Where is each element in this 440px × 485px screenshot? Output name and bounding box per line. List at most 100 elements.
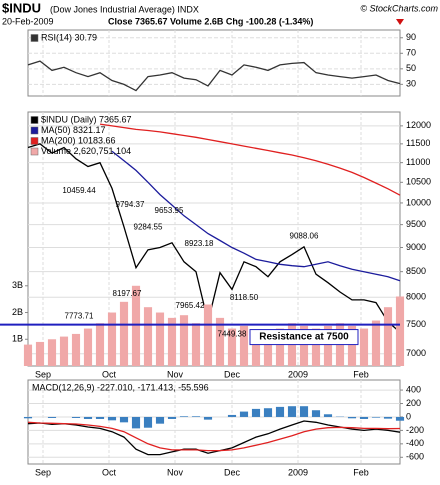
y-tick-label: 400 xyxy=(406,384,421,394)
bar xyxy=(215,317,225,366)
annotation: 8197.67 xyxy=(113,289,142,298)
x-tick-label: Nov xyxy=(167,467,184,477)
line xyxy=(99,123,401,196)
bar xyxy=(83,416,93,419)
bar xyxy=(59,336,69,366)
bar xyxy=(263,336,273,366)
y-tick-label: 11000 xyxy=(406,157,430,167)
y-tick-label: 90 xyxy=(406,32,416,42)
bar xyxy=(383,307,393,366)
annotation: 7773.71 xyxy=(65,312,94,321)
y2-tick-label: 3B xyxy=(12,280,23,290)
line xyxy=(27,420,401,456)
bar xyxy=(395,416,405,421)
y-tick-label: 9000 xyxy=(406,242,426,252)
bar xyxy=(155,416,165,424)
bar xyxy=(179,315,189,366)
bar xyxy=(155,312,165,366)
y-tick-label: -200 xyxy=(406,425,424,435)
x-tick-label: Sep xyxy=(35,467,51,477)
bar xyxy=(203,304,213,366)
legend-swatch xyxy=(30,137,39,145)
y-tick-label: 9500 xyxy=(406,219,426,229)
bar xyxy=(299,406,309,417)
bar xyxy=(107,416,117,421)
legend-entry: MA(50) 8321.17 xyxy=(41,125,106,135)
bar xyxy=(143,307,153,366)
line xyxy=(27,60,401,92)
bar xyxy=(95,416,105,419)
y-tick-label: 8500 xyxy=(406,266,426,276)
legend-swatch xyxy=(30,34,39,42)
bar xyxy=(323,414,333,417)
bar xyxy=(167,317,177,366)
y-tick-label: 0 xyxy=(406,411,411,421)
x-tick-label: Dec xyxy=(224,467,241,477)
security-name: (Dow Jones Industrial Average) INDX xyxy=(50,4,199,14)
bar xyxy=(347,325,357,366)
bar xyxy=(395,296,405,366)
down-arrow xyxy=(396,19,404,25)
y-tick-label: 30 xyxy=(406,79,416,89)
y-tick-label: 10500 xyxy=(406,177,431,187)
bar xyxy=(95,323,105,366)
panel-title: MACD(12,26,9) -227.010, -171.413, -55.59… xyxy=(32,382,209,392)
panel xyxy=(27,29,401,97)
bar xyxy=(143,416,153,428)
y-tick-label: 7000 xyxy=(406,348,426,358)
bar xyxy=(323,325,333,366)
bar xyxy=(239,411,249,417)
bar xyxy=(251,408,261,417)
line xyxy=(27,143,401,333)
bar xyxy=(83,328,93,366)
bar xyxy=(275,406,285,417)
y-tick-label: 8000 xyxy=(406,292,426,302)
bar xyxy=(35,341,45,366)
legend-entry: $INDU (Daily) 7365.67 xyxy=(41,114,132,124)
bar xyxy=(71,416,81,418)
reference-label: Resistance at 7500 xyxy=(259,332,349,343)
bar xyxy=(311,410,321,417)
x-tick-label: Nov xyxy=(167,369,184,379)
bar xyxy=(359,328,369,366)
bar xyxy=(299,325,309,366)
bar xyxy=(371,320,381,366)
bar xyxy=(383,416,393,419)
bar xyxy=(263,408,273,417)
x-tick-label: 2009 xyxy=(288,369,308,379)
annotation: 9653.95 xyxy=(155,206,184,215)
bar xyxy=(71,333,81,366)
y-tick-label: 50 xyxy=(406,63,416,73)
y-tick-label: 12000 xyxy=(406,120,431,130)
annotation: 9794.37 xyxy=(116,200,145,209)
bar xyxy=(203,416,213,420)
bar xyxy=(131,285,141,366)
y-tick-label: 200 xyxy=(406,398,421,408)
bar xyxy=(347,416,357,419)
legend-entry: RSI(14) 30.79 xyxy=(41,32,97,42)
bar xyxy=(131,416,141,429)
reference-label-box xyxy=(249,329,359,346)
bar xyxy=(23,416,33,419)
bar xyxy=(287,406,297,417)
bar xyxy=(179,416,189,417)
line xyxy=(111,150,401,282)
y-tick-label: -600 xyxy=(406,452,424,462)
bar xyxy=(371,416,381,418)
annotation: 9284.55 xyxy=(134,222,163,231)
annotation: 8923.18 xyxy=(185,239,214,248)
y-tick-label: 70 xyxy=(406,48,416,58)
y-tick-label: -400 xyxy=(406,438,424,448)
legend-swatch xyxy=(30,126,39,135)
quote: Close 7365.67 Volume 2.6B Chg -100.28 (-… xyxy=(108,16,313,26)
bar xyxy=(23,344,33,366)
annotation: 7449.38 xyxy=(218,330,247,339)
legend-entry: Volume 2,620,751,104 xyxy=(41,146,131,156)
x-tick-label: Oct xyxy=(102,467,117,477)
bar xyxy=(239,325,249,366)
line xyxy=(27,421,401,452)
bar xyxy=(119,416,129,423)
x-tick-label: Sep xyxy=(35,369,51,379)
bar xyxy=(227,328,237,366)
